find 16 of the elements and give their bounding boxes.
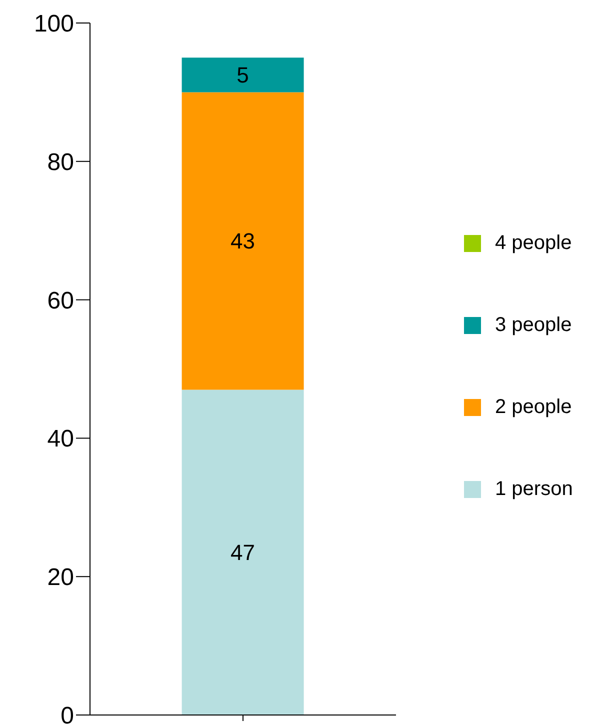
legend-label: 3 people	[495, 314, 572, 337]
legend-label: 1 person	[495, 478, 573, 501]
y-tick-label: 20	[47, 564, 74, 592]
y-tick-label: 60	[47, 287, 74, 314]
y-tick-label: 80	[47, 148, 74, 176]
y-tick-label: 100	[34, 10, 74, 38]
bar	[182, 58, 304, 92]
bar	[182, 390, 304, 715]
legend-label: 4 people	[495, 232, 572, 255]
bar	[182, 92, 304, 390]
data-label: 5	[236, 62, 249, 88]
data-label: 43	[230, 228, 256, 254]
y-tick-label: 0	[60, 702, 74, 725]
data-label: 47	[230, 540, 256, 565]
legend-label: 2 people	[495, 396, 572, 419]
y-tick-label: 40	[47, 426, 74, 453]
